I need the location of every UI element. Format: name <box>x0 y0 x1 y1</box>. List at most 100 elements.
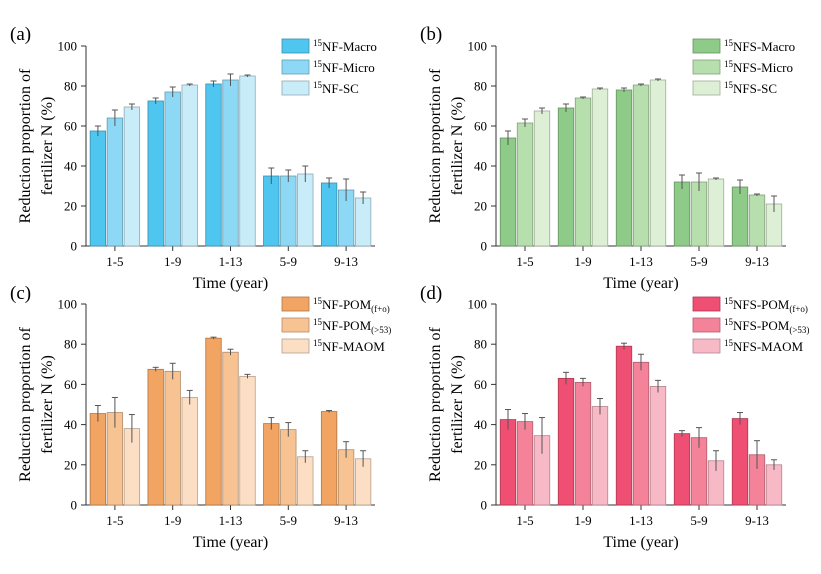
bar <box>615 89 633 247</box>
bar <box>89 130 107 247</box>
x-axis-title: Time (year) <box>193 275 268 292</box>
bar <box>239 375 256 506</box>
legend-swatch <box>281 80 310 96</box>
legend-swatch <box>281 317 310 333</box>
x-tick-label: 1-5 <box>516 254 533 269</box>
chart-panel-2: (b) 0 20 40 60 80 100 Reduction proportion of fe… <box>420 24 795 292</box>
chart-panel-4: (d) 0 20 40 60 80 100 Reduction proportion of fe… <box>420 283 809 551</box>
y-tick-label: 0 <box>71 239 78 254</box>
legend-swatch <box>281 296 310 312</box>
bar <box>748 194 766 247</box>
x-tick-label: 5-9 <box>690 254 707 269</box>
y-axis-title-line2: fertilizer N (%) <box>449 355 466 454</box>
x-tick-label: 1-13 <box>629 513 653 528</box>
y-tick-label: 80 <box>64 79 77 94</box>
legend-label: 15NFS-Macro <box>724 38 795 54</box>
x-tick-label: 1-5 <box>106 513 123 528</box>
x-tick-label: 1-9 <box>574 513 591 528</box>
bar <box>574 381 592 506</box>
y-tick-label: 100 <box>468 39 488 54</box>
x-tick-label: 1-13 <box>219 513 243 528</box>
panel-label: (d) <box>420 283 442 304</box>
bar <box>707 178 725 247</box>
y-tick-label: 60 <box>474 119 487 134</box>
bar <box>164 91 181 247</box>
legend-swatch <box>281 38 310 54</box>
x-axis-title: Time (year) <box>603 534 678 551</box>
legend-swatch <box>692 317 721 333</box>
bar <box>147 100 164 247</box>
chart-panel-3: (c) 0 20 40 60 80 100 Reduction proportion of fe… <box>10 283 391 551</box>
y-tick-label: 40 <box>64 159 77 174</box>
bar <box>533 110 551 247</box>
bar <box>205 337 222 506</box>
bar <box>673 181 691 247</box>
bar <box>297 173 314 247</box>
bar <box>181 397 198 506</box>
bar <box>765 464 783 506</box>
bar <box>632 361 650 506</box>
legend-label: 15NF-POM(>53) <box>313 317 391 335</box>
panel-label: (c) <box>10 283 31 304</box>
bar <box>320 182 338 247</box>
bar <box>89 413 107 506</box>
y-tick-label: 0 <box>71 498 78 513</box>
bar <box>263 175 280 247</box>
y-tick-label: 40 <box>474 417 487 432</box>
y-tick-label: 40 <box>64 417 77 432</box>
legend-label: 15NFS-POM(>53) <box>724 317 809 335</box>
y-axis-title-line1: Reduction proportion of <box>17 327 34 482</box>
bar <box>731 186 749 247</box>
bar <box>516 421 534 506</box>
legend-label: 15NFS-POM(f+o) <box>724 296 808 314</box>
x-tick-label: 1-9 <box>164 513 181 528</box>
y-tick-label: 100 <box>58 39 78 54</box>
bar <box>280 175 297 247</box>
bar <box>337 449 355 506</box>
x-tick-label: 5-9 <box>280 513 297 528</box>
bar <box>181 84 198 247</box>
bar <box>615 345 633 506</box>
y-tick-label: 60 <box>64 119 77 134</box>
legend-label: 15NFS-MAOM <box>724 338 804 354</box>
legend-swatch <box>692 38 721 54</box>
bar <box>222 79 239 247</box>
legend-label: 15NF-Micro <box>313 59 375 75</box>
x-tick-label: 1-9 <box>574 254 591 269</box>
bar <box>297 456 314 506</box>
y-tick-label: 60 <box>474 377 487 392</box>
legend-label: 15NF-Macro <box>313 38 377 54</box>
y-axis-title-line1: Reduction proportion of <box>427 68 444 223</box>
x-tick-label: 9-13 <box>745 254 769 269</box>
x-axis-title: Time (year) <box>193 534 268 551</box>
panel-label: (b) <box>420 24 442 45</box>
bar <box>649 386 667 506</box>
legend-label: 15NF-MAOM <box>313 338 385 354</box>
bar <box>649 79 667 247</box>
bar <box>557 377 575 506</box>
legend-swatch <box>692 59 721 75</box>
legend-label: 15NFS-Micro <box>724 59 793 75</box>
legend-swatch <box>692 296 721 312</box>
legend-swatch <box>692 338 721 354</box>
bar <box>123 106 141 247</box>
bar <box>557 107 575 247</box>
y-tick-label: 0 <box>481 239 488 254</box>
legend-label: 15NF-POM(f+o) <box>313 296 390 314</box>
bar <box>499 419 517 506</box>
bar <box>591 406 609 506</box>
bar <box>320 411 338 506</box>
y-axis-title-line2: fertilizer N (%) <box>39 97 56 196</box>
x-tick-label: 1-5 <box>106 254 123 269</box>
y-tick-label: 20 <box>474 199 487 214</box>
y-tick-label: 80 <box>474 79 487 94</box>
y-tick-label: 0 <box>481 498 488 513</box>
y-axis-title-line2: fertilizer N (%) <box>449 97 466 196</box>
x-axis-title: Time (year) <box>603 275 678 292</box>
bar <box>280 429 297 506</box>
y-tick-label: 40 <box>474 159 487 174</box>
legend-label: 15NF-SC <box>313 80 359 96</box>
bar <box>106 117 124 247</box>
y-axis-title-line1: Reduction proportion of <box>427 327 444 482</box>
